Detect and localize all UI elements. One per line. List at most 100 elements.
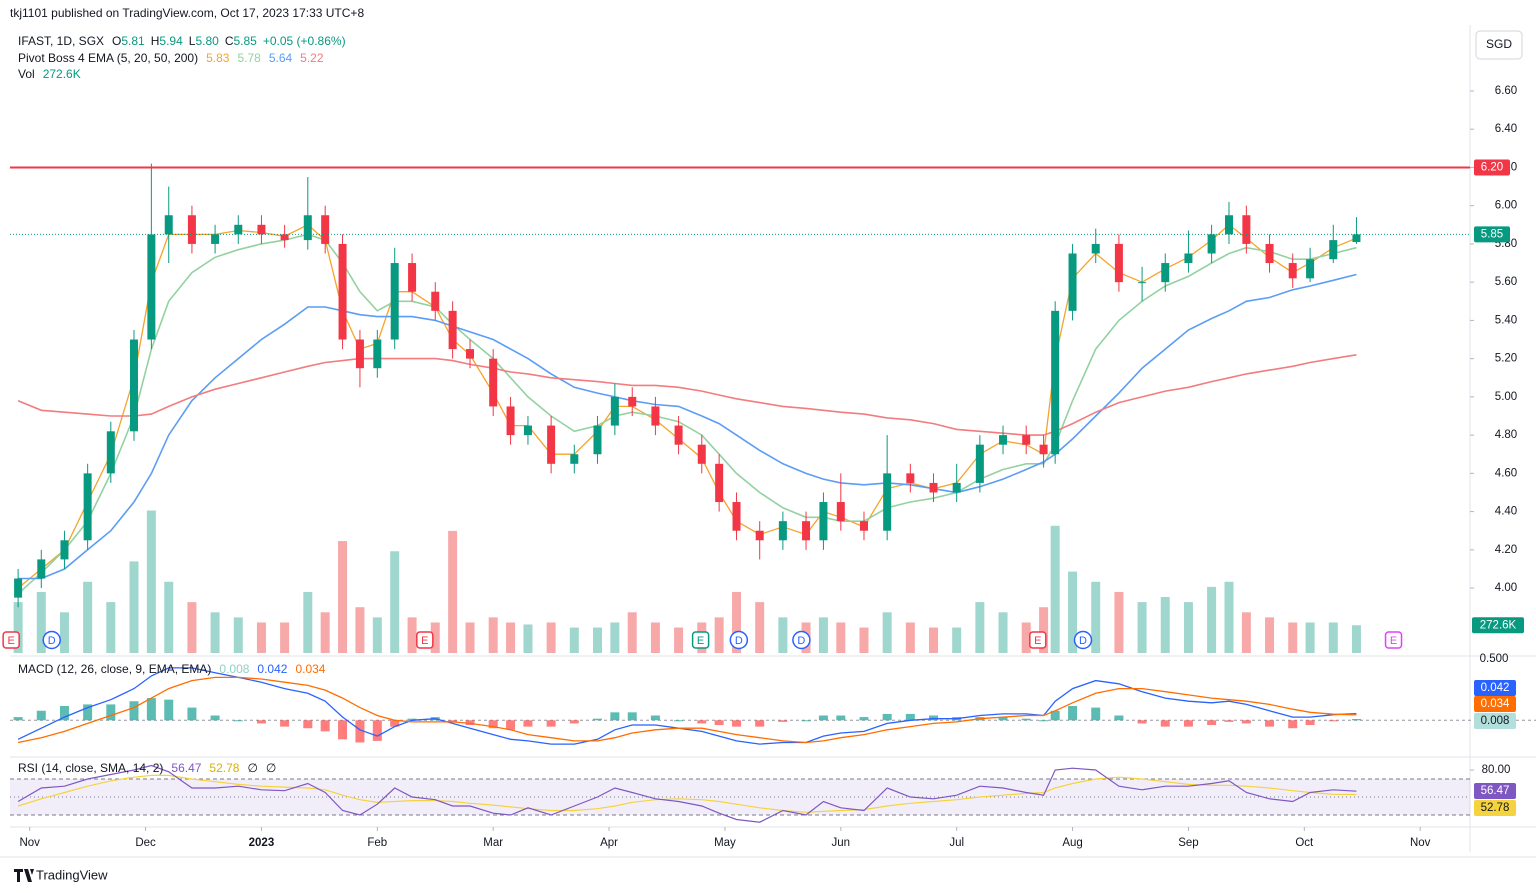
macd-histogram-bar — [929, 715, 939, 721]
candle-body — [37, 559, 46, 579]
volume-bar — [714, 617, 724, 653]
candle-body — [732, 502, 741, 531]
currency-label[interactable]: SGD — [1486, 37, 1512, 51]
hline-label-box — [1474, 159, 1510, 176]
macd-histogram-bar — [859, 717, 869, 721]
macd-histogram-bar — [1305, 720, 1315, 726]
macd-histogram-bar — [732, 720, 742, 727]
volume-bar — [1114, 591, 1124, 653]
rsi-sma-line — [17, 774, 1357, 813]
dividend-marker — [42, 630, 61, 650]
macd-histogram-bar — [106, 704, 116, 721]
volume-bar — [448, 530, 458, 653]
currency-button[interactable] — [1475, 30, 1523, 60]
volume-bar — [320, 612, 330, 653]
volume-bar — [998, 612, 1008, 653]
macd-histogram-bar — [320, 720, 330, 732]
macd-histogram-bar — [372, 720, 382, 741]
x-tick-label: Sep — [1178, 837, 1198, 849]
signal-line — [17, 676, 1357, 744]
candle-body — [1068, 253, 1077, 311]
volume-bar — [523, 624, 533, 653]
macd-value-label: 0.034 — [1481, 698, 1510, 710]
candle-body — [1306, 259, 1315, 279]
candle-body — [83, 473, 92, 541]
rsi-value-label: 56.47 — [1481, 785, 1510, 797]
dividend-marker — [1073, 630, 1093, 650]
candle-body — [1022, 435, 1031, 445]
macd-histogram-bar — [714, 720, 724, 726]
volume-bar — [569, 627, 579, 653]
macd-histogram-bar — [523, 720, 533, 727]
legend-item: ∅ — [266, 761, 276, 775]
y-tick-label: 4.00 — [1495, 582, 1517, 594]
volume-bar — [674, 627, 684, 653]
volume-bar — [407, 617, 417, 653]
candle-body — [836, 502, 845, 522]
y-tick-label: 6.60 — [1495, 85, 1517, 97]
macd-histogram-bar — [256, 720, 266, 724]
legend-item: 5.81 — [121, 34, 145, 48]
volume-bar — [233, 617, 243, 653]
event-label: D — [48, 635, 56, 647]
macd-histogram-bar — [303, 720, 313, 729]
y-tick-label: 6.00 — [1495, 200, 1517, 212]
macd-histogram-bar — [627, 712, 637, 721]
macd-histogram-bar — [998, 717, 1008, 721]
legend-item: Vol — [18, 67, 35, 81]
candle-body — [390, 263, 399, 340]
macd-histogram-bar — [280, 720, 290, 727]
volume-bar — [627, 612, 637, 653]
event-label: E — [1390, 635, 1397, 647]
candle-body — [697, 444, 706, 464]
macd-value-box — [1474, 680, 1516, 696]
legend-item: 5.78 — [237, 51, 261, 65]
candle-body — [1224, 215, 1233, 235]
candle-body — [466, 349, 475, 359]
candle-body — [975, 444, 984, 483]
candle-body — [628, 396, 637, 407]
candle-body — [999, 435, 1008, 445]
x-tick-label: Mar — [483, 837, 503, 849]
candle-body — [651, 406, 660, 426]
earnings-marker — [416, 631, 434, 649]
x-tick-label: Oct — [1295, 837, 1314, 849]
candle-body — [523, 425, 532, 436]
y-tick-label: 4.80 — [1495, 429, 1517, 441]
y-tick-label: 4.40 — [1495, 506, 1517, 518]
macd-histogram-bar — [1114, 715, 1124, 721]
candle-body — [187, 215, 196, 244]
macd-histogram-bar — [1328, 720, 1338, 722]
macd-histogram-bar — [164, 699, 174, 721]
volume-bar — [732, 591, 742, 653]
macd-histogram-bar — [355, 720, 365, 743]
candle-body — [674, 425, 683, 445]
volume-bar — [1207, 586, 1217, 653]
rsi-line — [17, 764, 1357, 823]
legend-item: 52.78 — [209, 761, 239, 775]
macd-histogram-bar — [465, 720, 475, 726]
candle-body — [106, 431, 115, 474]
candle-body — [257, 224, 266, 235]
volume-bar — [465, 622, 475, 653]
volume-bar — [610, 622, 620, 653]
macd-value-box — [1474, 713, 1516, 729]
candle-body — [715, 463, 724, 503]
legend-item: 5.85 — [233, 34, 257, 48]
event-label: D — [797, 635, 805, 647]
macd-histogram-bar — [1068, 706, 1078, 721]
earnings-marker — [2, 631, 20, 649]
legend-item: 5.64 — [269, 51, 293, 65]
volume-last-label: 272.6K — [1480, 619, 1517, 631]
volume-bar — [256, 622, 266, 653]
volume-bar — [338, 541, 348, 653]
candle-body — [1091, 243, 1100, 254]
x-tick-label: Jul — [949, 837, 964, 849]
ema-line — [17, 354, 1357, 436]
volume-bar — [372, 617, 382, 653]
y-tick-label: 5.00 — [1495, 391, 1517, 403]
legend: Pivot Boss 4 EMA (5, 20, 50, 200) 5.83 5.7… — [18, 51, 324, 65]
macd-histogram-bar — [1021, 718, 1031, 721]
volume-bar — [210, 612, 220, 653]
